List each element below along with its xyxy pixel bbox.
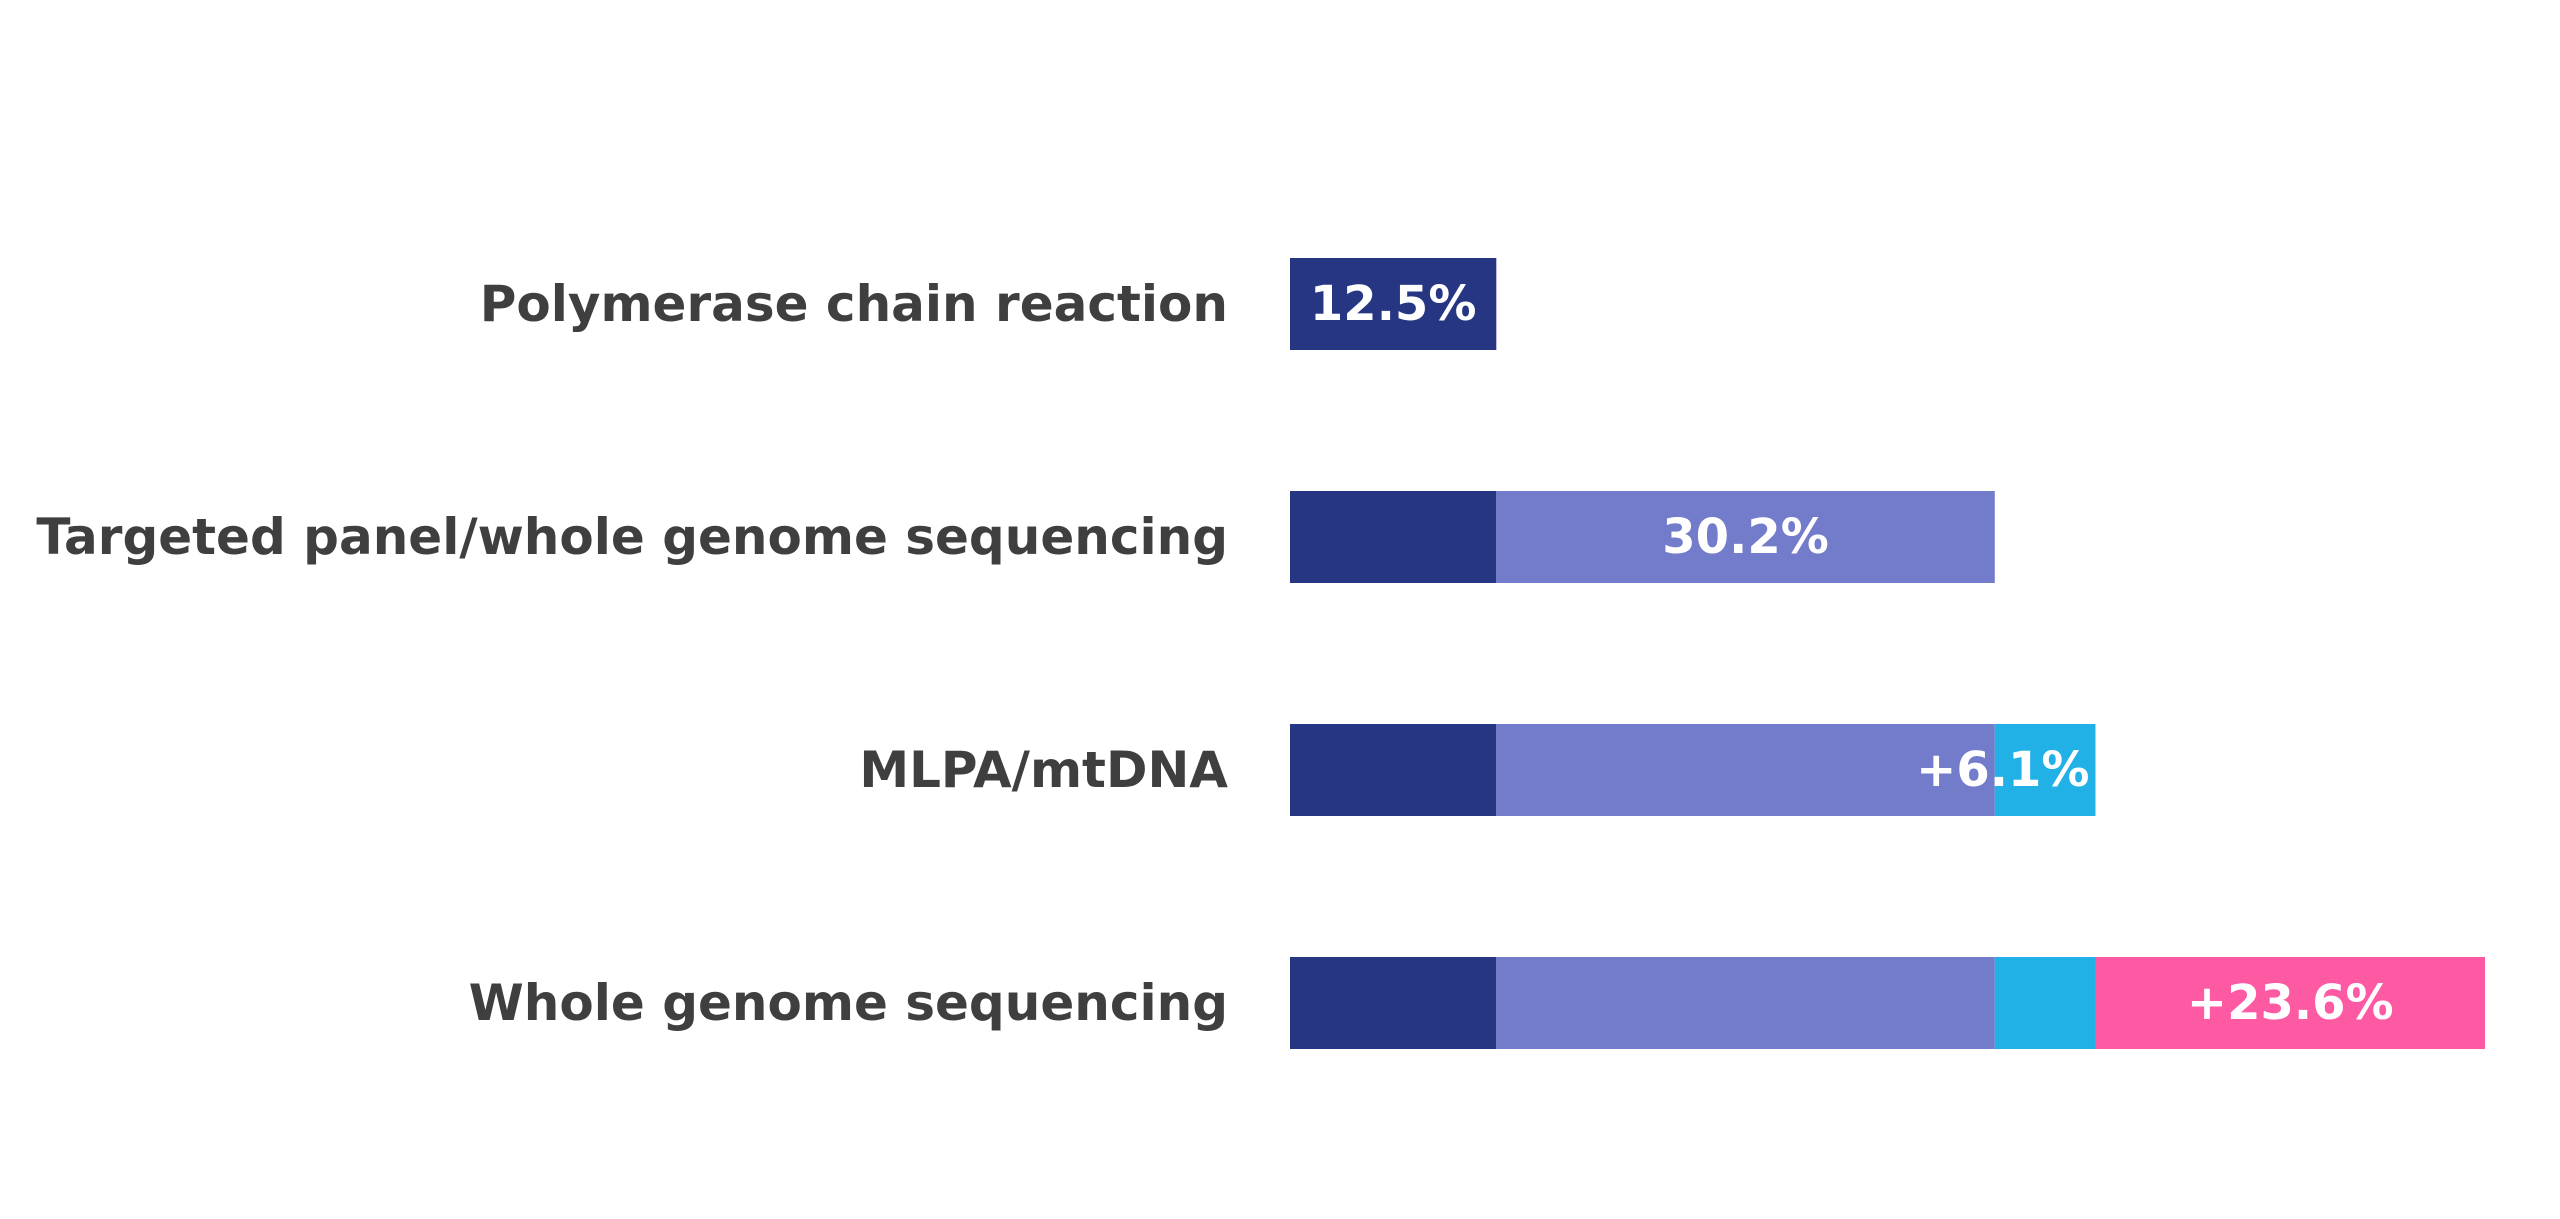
data-label-polymerase-chain-reaction: 12.5% [1310,276,1477,332]
bar-segment-mlpa-mtdna-series-1 [1290,724,1497,816]
bar-segment-mlpa-mtdna-series-2 [1496,724,1995,816]
bar-segment-whole-genome-sequencing-series-2 [1496,957,1995,1049]
data-label-targeted-panel-whole-genome-sequencing: 30.2% [1662,509,1829,565]
bar-segment-whole-genome-sequencing-series-4 [2095,957,2485,1049]
category-label-mlpa-mtdna: MLPA/mtDNA [859,741,1228,799]
bar-segment-targeted-panel-whole-genome-sequencing-series-1 [1290,491,1497,583]
category-label-whole-genome-sequencing: Whole genome sequencing [469,974,1228,1032]
bar-segment-polymerase-chain-reaction-series-1 [1290,258,1497,350]
bar-segment-mlpa-mtdna-series-3 [1994,724,2096,816]
category-labels: Polymerase chain reaction Targeted panel/… [36,275,1228,1032]
category-label-polymerase-chain-reaction: Polymerase chain reaction [480,275,1228,333]
data-label-whole-genome-sequencing: +23.6% [2187,975,2394,1031]
data-labels: 12.5% 30.2% +6.1% +23.6% [1310,276,2394,1031]
bars [1290,258,2485,1049]
bar-segment-targeted-panel-whole-genome-sequencing-series-2 [1496,491,1995,583]
bar-segment-whole-genome-sequencing-series-1 [1290,957,1497,1049]
category-label-targeted-panel-whole-genome-sequencing: Targeted panel/whole genome sequencing [36,508,1228,566]
data-label-mlpa-mtdna: +6.1% [1916,742,2089,798]
bar-segment-whole-genome-sequencing-series-3 [1994,957,2096,1049]
